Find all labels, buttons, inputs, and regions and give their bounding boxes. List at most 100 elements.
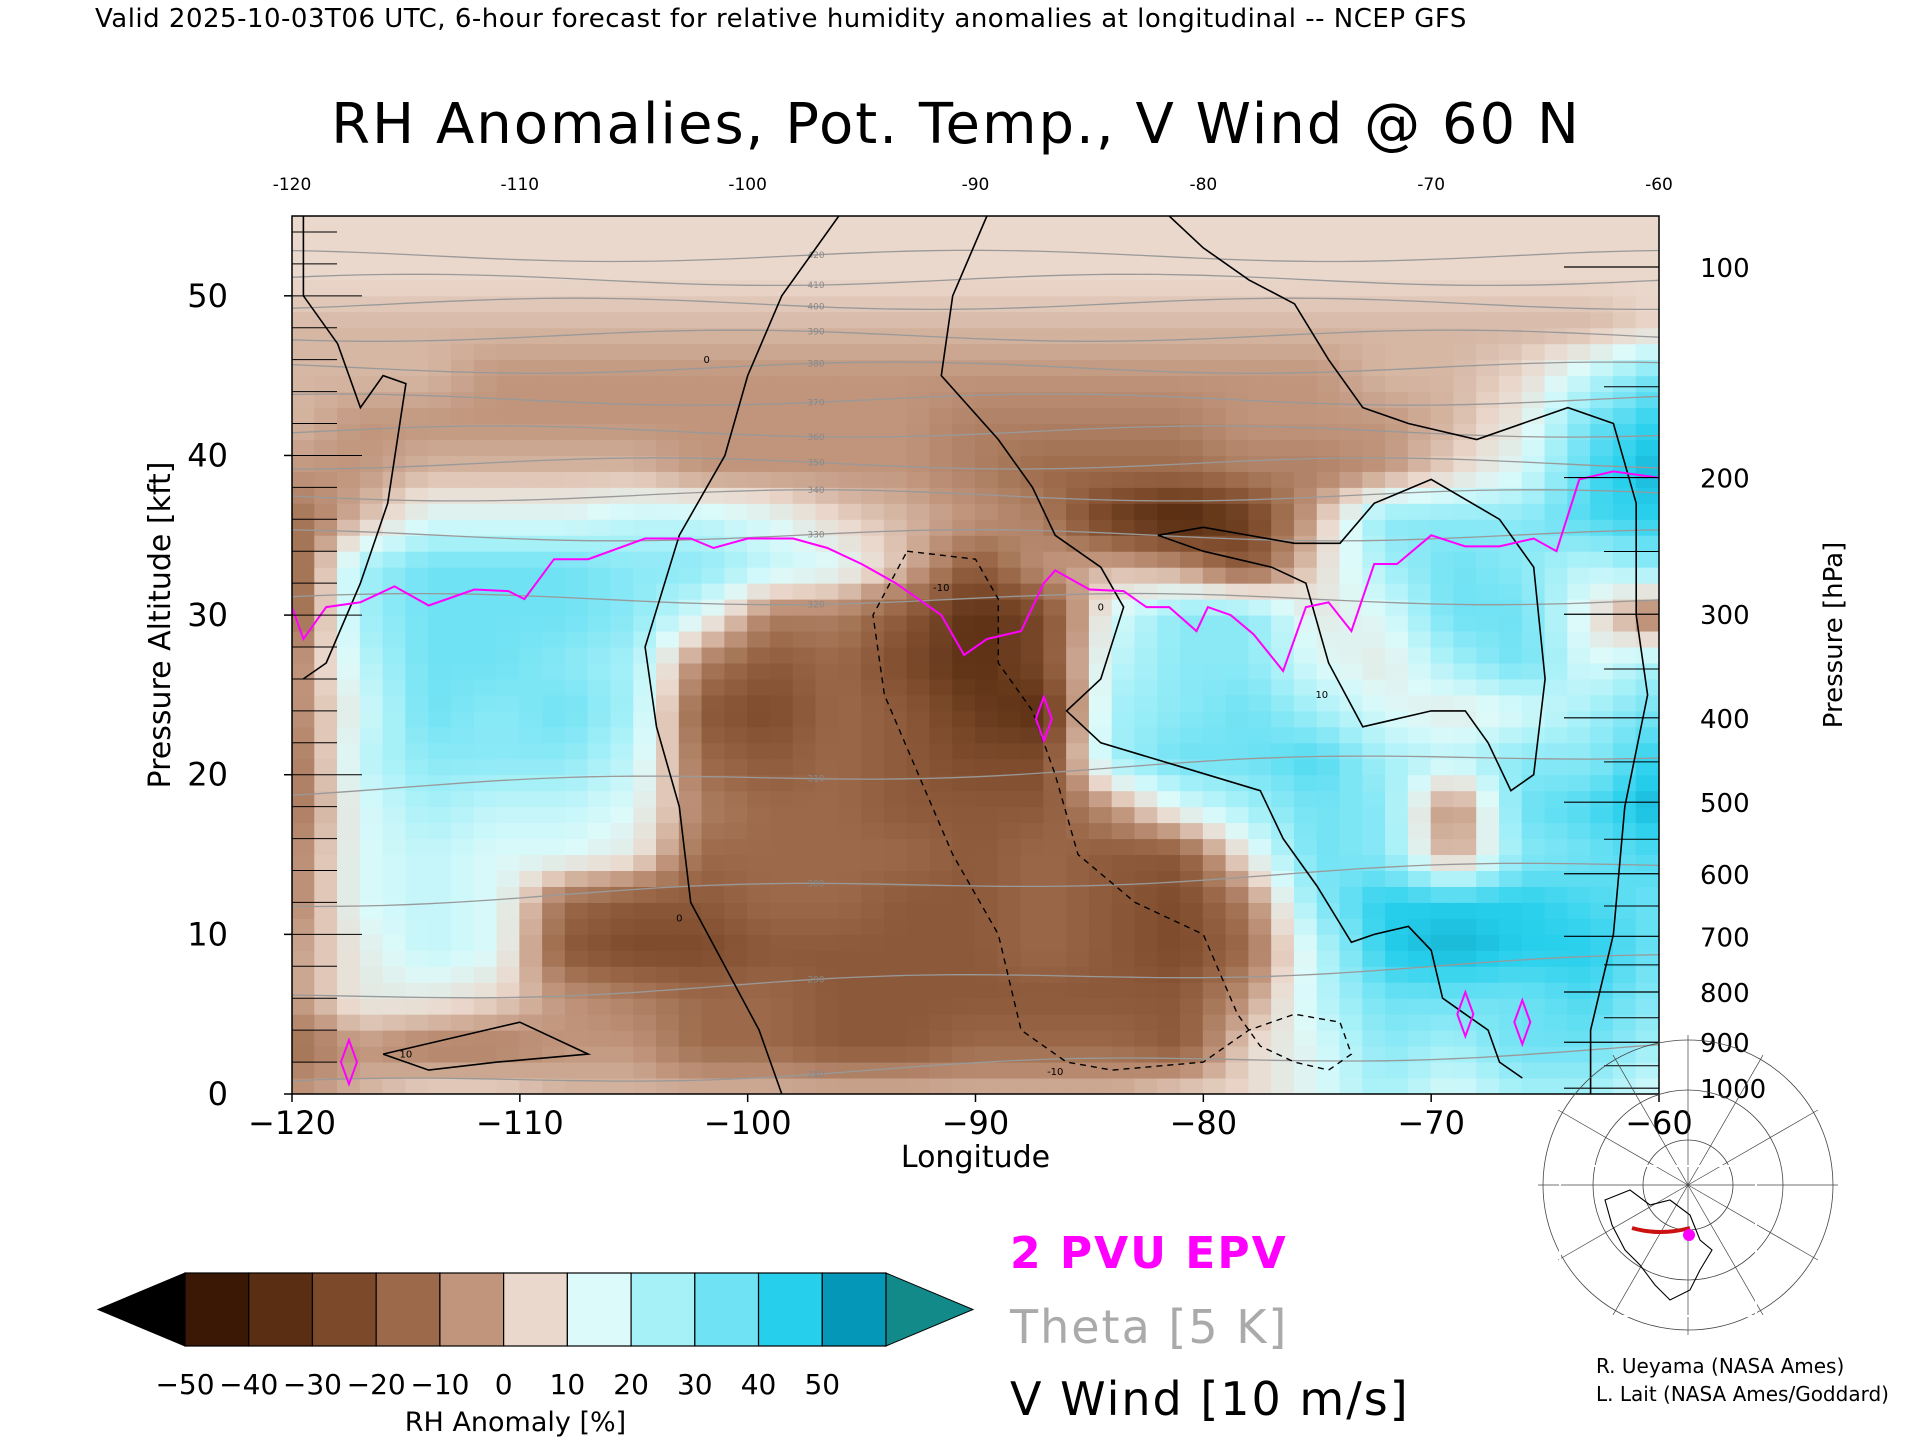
rh-cell xyxy=(1202,678,1227,696)
rh-cell xyxy=(1066,997,1090,1015)
rh-cell xyxy=(1271,582,1295,600)
y-tick-label: 10 xyxy=(187,915,228,953)
rh-cell xyxy=(587,885,612,903)
rh-cell xyxy=(1088,236,1113,260)
rh-cell xyxy=(337,870,361,887)
rh-cell xyxy=(587,1045,612,1063)
rh-cell xyxy=(1635,423,1659,440)
rh-cell xyxy=(701,854,726,872)
rh-cell xyxy=(929,854,954,872)
rh-cell xyxy=(975,981,999,999)
rh-cell xyxy=(906,790,931,808)
rh-cell xyxy=(450,598,475,616)
rh-cell xyxy=(359,486,384,504)
rh-cell xyxy=(769,917,794,935)
rh-cell xyxy=(1499,774,1523,792)
rh-cell xyxy=(1590,678,1614,696)
rh-cell xyxy=(1407,1045,1432,1063)
rh-cell xyxy=(1339,582,1364,600)
rh-cell xyxy=(1316,726,1341,744)
rh-cell xyxy=(564,236,589,260)
rh-cell xyxy=(473,502,498,520)
rh-cell xyxy=(1453,885,1478,903)
rh-cell xyxy=(952,726,976,744)
rh-cell xyxy=(314,582,339,600)
rh-cell xyxy=(1499,518,1523,536)
rh-cell xyxy=(724,216,749,238)
rh-cell xyxy=(815,438,840,456)
rh-cell xyxy=(1271,486,1295,504)
rh-cell xyxy=(1499,359,1523,377)
rh-cell xyxy=(519,774,544,792)
rh-cell xyxy=(542,997,566,1015)
rh-cell xyxy=(1590,822,1614,840)
rh-cell xyxy=(1248,838,1273,856)
rh-cell xyxy=(929,758,954,776)
rh-cell xyxy=(1180,550,1204,568)
rh-cell xyxy=(997,407,1022,425)
rh-cell xyxy=(1567,1013,1592,1031)
rh-cell xyxy=(1271,790,1295,808)
rh-cell xyxy=(1567,901,1592,919)
rh-cell xyxy=(1202,1013,1227,1031)
rh-cell xyxy=(564,486,589,504)
rh-cell xyxy=(1043,470,1068,488)
rh-cell xyxy=(792,407,817,425)
rh-cell xyxy=(292,1061,316,1079)
rh-cell xyxy=(769,550,794,568)
rh-cell xyxy=(1271,630,1295,648)
rh-cell xyxy=(359,870,384,887)
rh-cell xyxy=(1407,949,1432,967)
rh-cell xyxy=(1020,295,1045,313)
rh-cell xyxy=(1271,359,1295,377)
rh-cell xyxy=(861,965,885,983)
rh-cell xyxy=(883,838,908,856)
rh-cell xyxy=(633,742,658,760)
rh-cell xyxy=(519,311,544,329)
rh-cell xyxy=(997,933,1022,951)
rh-cell xyxy=(1225,933,1250,951)
rh-cell xyxy=(1430,470,1455,488)
rh-cell xyxy=(1612,518,1637,536)
rh-cell xyxy=(1248,470,1273,488)
rh-cell xyxy=(1453,454,1478,472)
rh-cell xyxy=(838,566,863,584)
rh-cell xyxy=(1521,822,1546,840)
rh-cell xyxy=(405,870,430,887)
rh-cell xyxy=(519,949,544,967)
rh-cell xyxy=(997,343,1022,361)
rh-cell xyxy=(1248,295,1273,313)
rh-cell xyxy=(1271,854,1295,872)
rh-cell xyxy=(382,997,407,1015)
rh-cell xyxy=(1476,662,1501,680)
rh-cell xyxy=(1521,710,1546,728)
rh-cell xyxy=(997,311,1022,329)
rh-cell xyxy=(678,236,703,260)
rh-cell xyxy=(724,343,749,361)
rh-cell xyxy=(633,917,658,935)
rh-cell xyxy=(1088,742,1113,760)
rh-cell xyxy=(975,646,999,664)
rh-cell xyxy=(382,486,407,504)
rh-cell xyxy=(450,838,475,856)
rh-cell xyxy=(1385,662,1409,680)
rh-cell xyxy=(359,216,384,238)
rh-cell xyxy=(1271,423,1295,440)
rh-cell xyxy=(997,295,1022,313)
rh-cell xyxy=(1476,917,1501,935)
rh-cell xyxy=(1521,758,1546,776)
rh-cell xyxy=(405,774,430,792)
rh-cell xyxy=(428,236,452,260)
rh-cell xyxy=(656,391,680,409)
rh-cell xyxy=(1111,486,1136,504)
rh-cell xyxy=(1088,1077,1113,1094)
rh-cell xyxy=(428,1013,452,1031)
rh-cell xyxy=(473,646,498,664)
rh-cell xyxy=(975,534,999,552)
rh-cell xyxy=(838,486,863,504)
rh-cell xyxy=(450,470,475,488)
rh-cell xyxy=(405,486,430,504)
rh-cell xyxy=(1111,279,1136,297)
rh-cell xyxy=(1362,1045,1387,1063)
rh-cell xyxy=(1544,216,1569,238)
